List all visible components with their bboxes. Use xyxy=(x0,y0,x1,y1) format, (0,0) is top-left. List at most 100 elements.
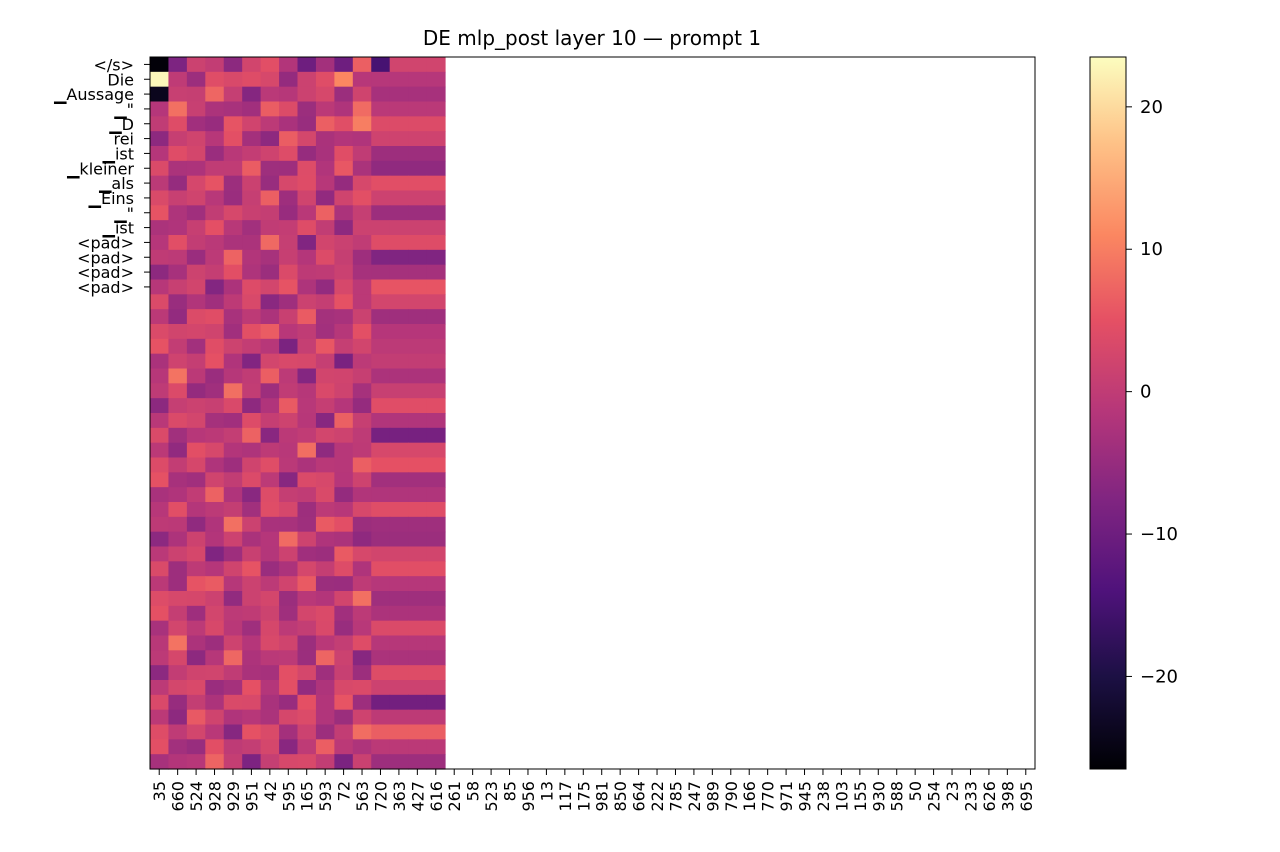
heatmap-cell xyxy=(408,724,428,740)
heatmap-cell xyxy=(186,398,206,414)
heatmap-cell xyxy=(352,709,372,726)
heatmap-cell xyxy=(334,279,354,295)
heatmap-cell xyxy=(168,427,188,444)
heatmap-cell xyxy=(279,57,299,73)
heatmap-cell xyxy=(297,220,317,236)
heatmap-cell xyxy=(389,309,409,325)
heatmap-cell xyxy=(279,398,299,414)
heatmap-cell xyxy=(279,724,299,740)
heatmap-cell xyxy=(186,338,206,355)
heatmap-cell xyxy=(334,709,354,726)
heatmap-cell xyxy=(205,457,225,473)
heatmap-cell xyxy=(223,398,243,414)
heatmap-cell xyxy=(297,190,317,206)
heatmap-cell xyxy=(186,724,206,740)
heatmap-cell xyxy=(205,264,225,281)
heatmap-cell xyxy=(260,71,280,88)
heatmap-cell xyxy=(315,71,335,88)
heatmap-cell xyxy=(186,739,206,755)
heatmap-cell xyxy=(389,457,409,473)
heatmap-cell xyxy=(352,591,372,607)
heatmap-cell xyxy=(297,472,317,488)
heatmap-cell xyxy=(297,694,317,711)
heatmap-cell xyxy=(260,279,280,295)
heatmap-cell xyxy=(205,442,225,459)
heatmap-cell xyxy=(371,591,391,607)
colorbar xyxy=(1089,56,1127,770)
heatmap-cell xyxy=(205,220,225,236)
heatmap-cell xyxy=(260,368,280,384)
heatmap-cell xyxy=(315,190,335,206)
heatmap-cell xyxy=(334,101,354,117)
heatmap-cell xyxy=(389,591,409,607)
heatmap-cell xyxy=(426,516,446,533)
heatmap-cell xyxy=(205,71,225,88)
heatmap-cell xyxy=(186,665,206,681)
heatmap-cell xyxy=(408,665,428,681)
heatmap-cell xyxy=(408,591,428,607)
heatmap-cell xyxy=(186,368,206,384)
heatmap-cell xyxy=(352,338,372,355)
heatmap-cell xyxy=(426,591,446,607)
heatmap-cell xyxy=(389,487,409,503)
heatmap-cell xyxy=(334,457,354,473)
heatmap-cell xyxy=(150,665,170,681)
heatmap-cell xyxy=(223,86,243,103)
heatmap-cell xyxy=(334,694,354,711)
heatmap-cell xyxy=(205,694,225,711)
heatmap-cell xyxy=(352,324,372,340)
heatmap-cell xyxy=(150,561,170,577)
heatmap-cell xyxy=(389,160,409,177)
heatmap-cell xyxy=(389,249,409,266)
heatmap-cell xyxy=(352,561,372,577)
heatmap-cell xyxy=(260,546,280,562)
heatmap-cell xyxy=(352,279,372,295)
heatmap-cell xyxy=(389,235,409,251)
heatmap-cell xyxy=(408,57,428,73)
heatmap-cell xyxy=(297,427,317,444)
x-tick-label: 930 xyxy=(869,781,888,812)
heatmap-cell xyxy=(297,146,317,162)
heatmap-cell xyxy=(389,116,409,132)
y-tick-label: </s> xyxy=(93,55,134,74)
heatmap-cell xyxy=(389,665,409,681)
heatmap-cell xyxy=(223,694,243,711)
heatmap-cell xyxy=(205,338,225,355)
heatmap-cell xyxy=(371,57,391,73)
heatmap-cell xyxy=(389,220,409,236)
heatmap-cell xyxy=(150,680,170,696)
heatmap-cell xyxy=(426,754,446,770)
heatmap-cell xyxy=(260,591,280,607)
heatmap-cell xyxy=(223,71,243,88)
heatmap-cell xyxy=(279,457,299,473)
heatmap-cell xyxy=(223,605,243,622)
heatmap-cell xyxy=(186,264,206,281)
heatmap-cell xyxy=(223,739,243,755)
heatmap-cell xyxy=(426,561,446,577)
heatmap-cell xyxy=(371,309,391,325)
heatmap-cell xyxy=(242,235,262,251)
heatmap-cell xyxy=(279,472,299,488)
heatmap-cell xyxy=(352,353,372,370)
heatmap-cell xyxy=(279,516,299,533)
heatmap-cell xyxy=(150,205,170,221)
heatmap-cell xyxy=(389,724,409,740)
heatmap-cell xyxy=(260,427,280,444)
heatmap-cell xyxy=(389,561,409,577)
x-tick-label: 850 xyxy=(611,781,630,812)
colorbar-tick-label: 0 xyxy=(1140,382,1151,403)
heatmap-cell xyxy=(223,754,243,770)
heatmap-cell xyxy=(352,368,372,384)
heatmap-cell xyxy=(297,442,317,459)
heatmap-cell xyxy=(315,383,335,399)
x-tick-label: 588 xyxy=(888,781,907,812)
x-tick-label: 523 xyxy=(482,781,501,812)
heatmap-cell xyxy=(223,427,243,444)
heatmap-cell xyxy=(223,531,243,548)
heatmap-cell xyxy=(334,324,354,340)
heatmap-cell xyxy=(223,709,243,726)
heatmap-cell xyxy=(389,279,409,295)
heatmap-cell xyxy=(297,71,317,88)
heatmap-cell xyxy=(205,502,225,518)
heatmap-cell xyxy=(279,605,299,622)
